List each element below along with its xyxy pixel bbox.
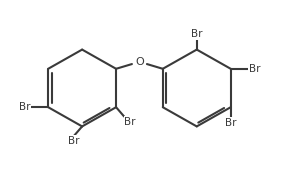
Text: Br: Br [18, 102, 30, 112]
Text: Br: Br [191, 29, 202, 39]
Text: Br: Br [225, 118, 236, 128]
Text: Br: Br [68, 136, 80, 146]
Text: Br: Br [249, 64, 260, 74]
Text: Br: Br [124, 117, 136, 127]
Text: O: O [135, 57, 144, 67]
